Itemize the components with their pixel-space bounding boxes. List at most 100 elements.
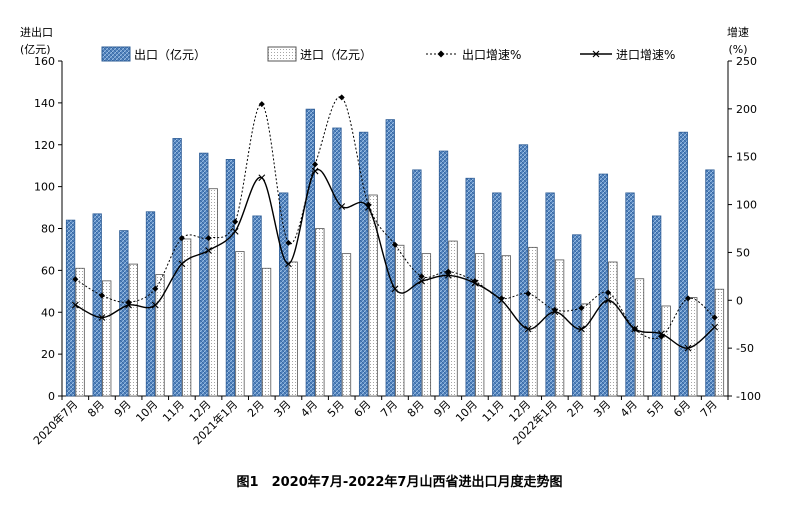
- export-growth-point: [551, 306, 558, 313]
- export-bar: [625, 192, 635, 397]
- x-tick-label: 2月: [565, 398, 587, 420]
- import-growth-point: [98, 314, 106, 321]
- x-tick-label: 9月: [431, 398, 453, 420]
- import-growth-point: [205, 247, 212, 254]
- x-tick-label: 2020年7月: [30, 397, 80, 447]
- import-growth-point: [498, 296, 505, 304]
- export-growth-point: [445, 268, 452, 275]
- bars: [65, 108, 725, 397]
- export-growth-point: [98, 292, 105, 299]
- import-bar: [288, 261, 298, 397]
- import-growth-point: [364, 204, 372, 211]
- import-bar: [395, 244, 405, 397]
- export-bar: [199, 152, 209, 397]
- right-tick-label: 0: [736, 294, 743, 307]
- left-tick-label: 0: [48, 390, 55, 403]
- export-bar: [252, 215, 262, 397]
- x-tick-label: 3月: [272, 398, 294, 420]
- import-growth-point: [311, 167, 319, 175]
- import-growth-point: [711, 323, 719, 331]
- import-growth-point: [338, 203, 346, 210]
- growth-lines: [71, 94, 719, 352]
- import-bar: [208, 188, 218, 397]
- left-tick-label: 20: [41, 348, 55, 361]
- export-growth-point: [258, 101, 265, 108]
- right-axis-label-line1: 增速: [727, 25, 749, 39]
- export-growth-point: [205, 235, 212, 242]
- import-bar: [155, 274, 165, 397]
- left-tick-label: 160: [34, 55, 55, 68]
- import-bar: [261, 267, 272, 397]
- import-growth-point: [471, 279, 479, 287]
- import-growth-point: [178, 260, 186, 268]
- import-growth-point: [631, 325, 639, 333]
- x-tick-label: 7月: [698, 398, 720, 420]
- left-tick-label: 100: [34, 181, 55, 194]
- import-growth-point: [231, 227, 239, 235]
- left-tick-label: 140: [34, 97, 55, 110]
- left-tick-label: 120: [34, 139, 55, 152]
- right-tick-label: -100: [736, 390, 761, 403]
- export-bar: [598, 173, 609, 397]
- import-growth-point: [151, 301, 159, 309]
- x-tick-label: 8月: [405, 398, 427, 420]
- left-axis-label-line1: 进出口: [20, 25, 53, 39]
- import-bar: [581, 303, 591, 397]
- import-bar: [475, 253, 485, 397]
- right-axis-label-line2: (%): [728, 43, 747, 56]
- right-tick-label: 250: [736, 55, 757, 68]
- import-growth-point: [578, 325, 585, 333]
- export-growth-line: [75, 96, 716, 340]
- x-tick-label: 9月: [112, 398, 134, 420]
- import-growth-point: [418, 277, 426, 285]
- import-growth-point: [684, 344, 692, 352]
- right-tick-label: 150: [736, 151, 757, 164]
- chart-caption: 图1 2020年7月-2022年7月山西省进出口月度走势图: [237, 474, 563, 490]
- import-growth-point: [71, 301, 79, 309]
- export-bar: [572, 234, 582, 397]
- import-bar: [421, 253, 432, 397]
- import-bar: [102, 280, 112, 397]
- export-growth-point: [285, 239, 292, 246]
- export-bar: [225, 159, 236, 397]
- import-bar: [128, 263, 139, 397]
- left-tick-label: 80: [41, 223, 55, 236]
- right-tick-label: 100: [736, 199, 757, 212]
- import-bar: [661, 305, 671, 397]
- legend: 出口（亿元） 进口（亿元） 出口增速% 进口增速%: [101, 46, 675, 62]
- export-bar: [465, 177, 475, 397]
- import-bar: [634, 278, 645, 397]
- legend-import-growth-label: 进口增速%: [616, 48, 675, 62]
- import-growth-point: [391, 285, 399, 293]
- legend-import-label: 进口（亿元）: [300, 47, 372, 62]
- import-growth-point: [604, 296, 612, 304]
- legend-export-growth-marker: [437, 50, 445, 58]
- import-bar: [714, 288, 725, 397]
- export-growth-point: [525, 290, 532, 297]
- export-growth-point: [392, 241, 398, 248]
- export-bar: [172, 138, 182, 397]
- import-bar: [501, 255, 511, 397]
- x-tick-label: 8月: [85, 398, 107, 420]
- export-bar: [65, 219, 76, 397]
- export-bar: [332, 127, 342, 397]
- import-growth-point: [258, 174, 266, 182]
- export-growth-point: [498, 295, 505, 302]
- export-bar: [545, 192, 555, 397]
- legend-import-growth-marker: [592, 50, 600, 58]
- import-bar: [608, 261, 618, 397]
- import-growth-point: [285, 260, 292, 268]
- export-growth-point: [72, 276, 79, 283]
- x-tick-label: 7月: [378, 398, 400, 420]
- export-growth-point: [232, 218, 239, 225]
- export-bar: [92, 213, 102, 397]
- export-growth-point: [711, 314, 718, 321]
- import-growth-point: [524, 325, 532, 333]
- export-bar: [358, 131, 369, 397]
- import-bar: [368, 194, 378, 397]
- import-growth-point: [658, 330, 665, 338]
- import-growth-point: [444, 272, 452, 279]
